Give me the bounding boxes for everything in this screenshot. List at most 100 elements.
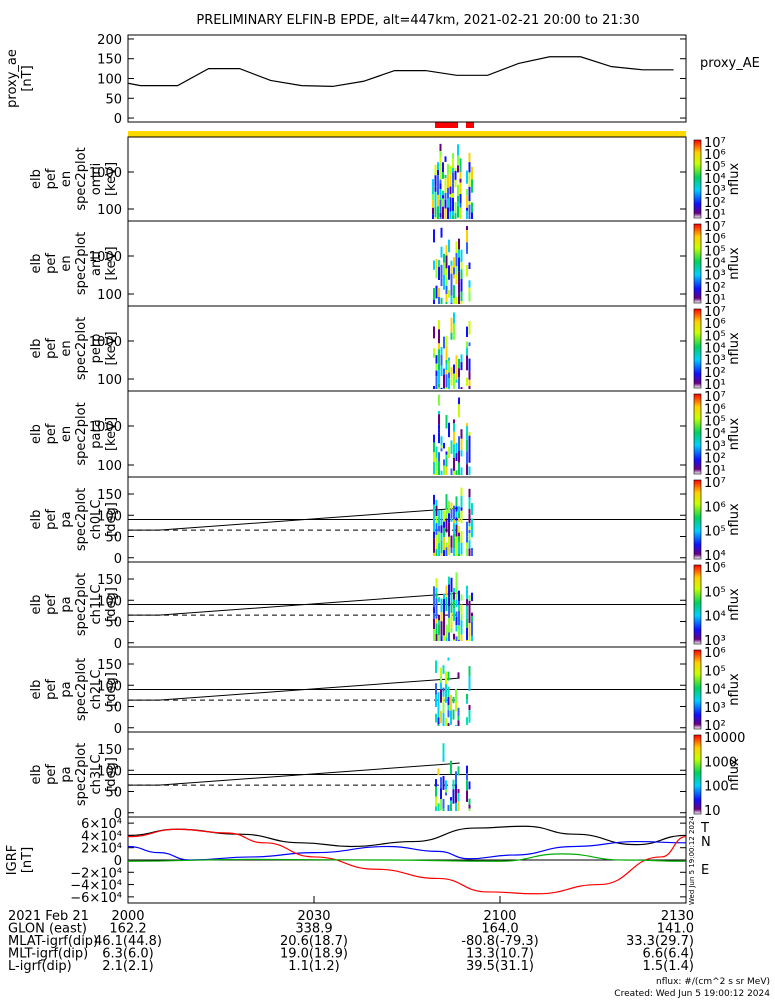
spectrogram-cell: [438, 287, 440, 298]
spectrogram-cell: [468, 358, 471, 372]
spectrogram-cell: [468, 262, 471, 270]
spectrogram-cell: [452, 779, 455, 790]
axis-value: 1.1(1.2): [288, 959, 340, 974]
spectrogram-cell: [442, 218, 444, 219]
spectrogram-cell: [438, 510, 440, 517]
panel-frame: [127, 305, 687, 392]
axis-value: 162.2: [109, 922, 146, 937]
spectrogram-cell: [466, 225, 468, 231]
colorbar-label: nflux: [727, 588, 742, 621]
spectrogram-cell: [460, 301, 463, 304]
spectrogram-cell: [468, 523, 471, 527]
y-axis-label: [nT]: [20, 847, 35, 873]
spectrogram-cell: [468, 497, 471, 501]
y-tick-label: 50: [105, 531, 122, 546]
spectrogram-cell: [433, 629, 435, 641]
y-axis-label: perp: [89, 334, 104, 364]
spectrogram-cell: [466, 699, 468, 704]
axis-value: 141.0: [657, 922, 694, 937]
spectrogram-cell: [466, 536, 468, 543]
spectrogram-cell: [435, 587, 438, 593]
spectrogram-cell: [468, 152, 471, 163]
spectrogram-cell: [460, 262, 463, 270]
spectrogram-cell: [447, 723, 450, 726]
spectrogram-cell: [435, 786, 437, 797]
spectrogram-cell: [442, 778, 445, 790]
y-axis-label: elb: [29, 510, 44, 530]
spectrogram-cell: [460, 495, 463, 508]
spectrogram-cell: [453, 505, 455, 520]
colorbar: [693, 393, 702, 475]
spectrogram-cell: [471, 612, 473, 617]
y-axis-label: pef: [44, 594, 59, 615]
spectrogram-cell: [466, 599, 468, 606]
colorbar-tick-label: 10⁴: [704, 683, 726, 698]
spectrogram-cell: [443, 521, 445, 528]
spectrogram-cell: [468, 600, 471, 616]
spectrogram-cell: [452, 183, 454, 194]
spectrogram-cell: [471, 503, 473, 516]
spectrogram-cell: [453, 457, 455, 471]
spectrogram-cell: [433, 442, 435, 453]
spectrogram-cell: [438, 550, 440, 556]
colorbar-tick-label: 10⁵: [704, 585, 726, 600]
spectrogram-cell: [443, 388, 445, 389]
y-axis-label: [nT]: [20, 65, 35, 91]
science-zone-bars: [128, 122, 686, 137]
colorbar-tick-label: 10⁶: [704, 646, 726, 661]
spectrogram-cell: [460, 450, 463, 457]
y-axis-label: elb: [29, 169, 44, 189]
spectrogram-cell: [466, 207, 468, 211]
spectrogram-cell: [445, 789, 447, 793]
axis-value: 338.9: [295, 922, 332, 937]
spectrogram-cell: [458, 605, 460, 611]
spectrogram-cell: [444, 199, 447, 209]
spectrogram-cell: [443, 465, 445, 475]
spectrogram-cell: [466, 426, 468, 440]
spectrogram-cell: [458, 532, 460, 537]
spectrogram-cell: [468, 666, 471, 677]
y-axis-label: elb: [29, 680, 44, 700]
y-axis-label: elb: [29, 595, 44, 615]
spectrogram-cell: [458, 281, 460, 294]
spectrogram-cell: [450, 260, 453, 266]
spectrogram-cell: [457, 155, 459, 166]
spectrogram-cell: [445, 671, 447, 685]
spectrogram-cell: [452, 215, 454, 219]
colorbar-tick-label: 10¹: [704, 293, 726, 308]
colorbar-tick-label: 1000: [704, 755, 737, 770]
spectrogram-cell: [445, 624, 448, 638]
spectrogram-cell: [455, 545, 458, 556]
spectrogram-cell: [468, 448, 471, 463]
spectrogram-cell: [435, 779, 437, 787]
spectrogram-cell: [455, 784, 457, 789]
spectrogram-cell: [458, 619, 460, 626]
spectrogram-cell: [460, 249, 463, 263]
spectrogram-cell: [459, 203, 462, 208]
spectrogram-cell: [447, 164, 449, 175]
spectrogram-cell: [448, 378, 450, 389]
spectrogram-cell: [440, 365, 443, 377]
spectrogram-cell: [439, 217, 442, 219]
spectrogram-cell: [448, 446, 450, 459]
spectrogram-cell: [432, 200, 434, 208]
y-axis-label: ch1LC: [89, 585, 104, 625]
spectrogram-cell: [443, 374, 445, 389]
panel-pa-ch1LC: elb pef pa spec2plot ch1LC [deg] 0 50 100 150 10³ 1…: [29, 561, 742, 652]
spectrogram-cell: [468, 530, 471, 534]
spectrogram-cell: [433, 260, 435, 270]
spectrogram-cell: [448, 544, 450, 551]
spectrogram-cell: [453, 373, 455, 388]
colorbar-tick-label: 10⁵: [704, 525, 726, 540]
colorbar-tick-label: 10⁷: [704, 220, 726, 235]
y-axis-label: ch3LC: [89, 755, 104, 795]
spectrogram-cell: [437, 169, 439, 176]
spectrogram-cell: [460, 507, 463, 511]
spectrogram-cell: [468, 808, 471, 811]
spectrogram-cell: [434, 175, 437, 187]
y-axis-label: spec2plot: [74, 743, 89, 806]
spectrogram-cell: [445, 637, 448, 641]
colorbar-tick-label: 10⁵: [704, 664, 726, 679]
spectrogram-cell: [468, 287, 471, 292]
spectrogram-cell: [438, 370, 440, 384]
